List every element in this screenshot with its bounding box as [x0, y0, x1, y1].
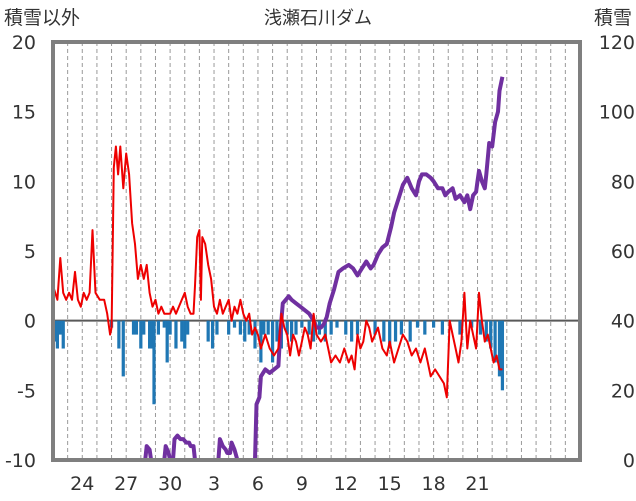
x-tick-label: 30: [158, 473, 182, 495]
precipitation-bar: [58, 320, 62, 335]
left-axis-title: 積雪以外: [4, 7, 80, 29]
right-tick-label: 0: [623, 450, 635, 472]
x-tick-label: 15: [378, 473, 402, 495]
precipitation-bar: [215, 320, 219, 335]
precipitation-bar: [180, 320, 184, 342]
precipitation-bar: [478, 320, 483, 335]
precipitation-bar: [117, 320, 121, 349]
precipitation-bar: [300, 320, 304, 328]
right-axis-ticks: 120 100 80 60 40 20 0: [599, 32, 635, 472]
left-tick-label: 10: [12, 171, 36, 193]
vertical-grid-lines: [67, 42, 566, 460]
precipitation-bar: [290, 320, 294, 342]
precipitation-bar: [323, 320, 327, 342]
right-axis-title: 積雪: [594, 7, 632, 29]
precipitation-bar: [350, 320, 354, 342]
precipitation-bar: [355, 320, 360, 335]
precipitation-bar: [55, 320, 60, 349]
temperature-line: [52, 145, 503, 399]
precipitation-bar: [275, 320, 279, 342]
precipitation-bar: [206, 320, 210, 342]
precipitation-bar: [335, 320, 339, 328]
x-tick-label: 3: [208, 473, 220, 495]
precipitation-bar: [311, 320, 316, 342]
snow-depth-line: [53, 76, 505, 462]
precipitation-bar: [243, 320, 247, 342]
left-tick-label: 20: [12, 32, 36, 54]
x-tick-label: 12: [334, 473, 358, 495]
precipitation-bar: [232, 320, 237, 328]
precipitation-bar: [266, 320, 270, 335]
precipitation-bars: [52, 320, 505, 405]
x-tick-label: 21: [465, 473, 489, 495]
precipitation-bar: [388, 320, 392, 349]
precipitation-bar: [329, 320, 333, 335]
right-tick-label: 20: [611, 380, 635, 402]
precipitation-bar: [186, 320, 190, 335]
precipitation-bar: [152, 320, 156, 405]
precipitation-bar: [227, 320, 231, 335]
precipitation-bar: [131, 320, 136, 335]
right-tick-label: 80: [611, 171, 635, 193]
precipitation-bar: [253, 320, 257, 349]
precipitation-bar: [183, 320, 187, 349]
precipitation-bar: [344, 320, 348, 335]
precipitation-bar: [139, 320, 143, 349]
precipitation-bar: [307, 320, 311, 335]
precipitation-bar: [210, 320, 215, 349]
precipitation-bar: [373, 320, 377, 335]
chart-title: 浅瀬石川ダム: [264, 8, 372, 29]
x-tick-label: 27: [114, 473, 138, 495]
precipitation-bar: [484, 320, 488, 342]
precipitation-bar: [262, 320, 266, 335]
precipitation-bar: [238, 320, 242, 335]
precipitation-bar: [493, 320, 497, 363]
precipitation-bar: [142, 320, 146, 335]
precipitation-bar: [489, 320, 493, 349]
left-tick-label: 0: [24, 311, 36, 333]
right-tick-label: 40: [611, 311, 635, 333]
x-tick-label: 24: [70, 473, 94, 495]
precipitation-bar: [423, 320, 427, 335]
precipitation-bar: [156, 320, 161, 335]
precipitation-bar: [500, 320, 505, 391]
precipitation-bar: [134, 320, 139, 335]
precipitation-bar: [270, 320, 275, 363]
precipitation-bar: [285, 320, 289, 335]
x-axis-ticks: 24 27 30 3 6 9 12 15 18 21: [70, 473, 489, 495]
precipitation-bar: [148, 320, 152, 349]
precipitation-bar: [162, 320, 166, 328]
precipitation-bar: [294, 320, 298, 335]
right-tick-label: 120: [599, 32, 635, 54]
precipitation-bar: [174, 320, 178, 349]
precipitation-bar: [432, 320, 436, 328]
precipitation-bar: [408, 320, 412, 342]
left-tick-label: 5: [24, 241, 36, 263]
precipitation-bar: [168, 320, 172, 335]
precipitation-bar: [382, 320, 386, 342]
x-tick-label: 6: [252, 473, 264, 495]
left-tick-label: 15: [12, 102, 36, 124]
precipitation-bar: [458, 320, 462, 335]
precipitation-bar: [259, 320, 263, 363]
precipitation-bar: [121, 320, 125, 377]
left-tick-label: -10: [5, 450, 36, 472]
plot-frame: [51, 40, 582, 462]
left-axis-ticks: 20 15 10 5 0 -5 -10: [5, 32, 36, 472]
precipitation-bar: [399, 320, 404, 335]
left-tick-label: -5: [17, 380, 36, 402]
precipitation-bar: [165, 320, 169, 363]
x-tick-label: 18: [422, 473, 446, 495]
right-tick-label: 60: [611, 241, 635, 263]
precipitation-bar: [393, 320, 398, 342]
right-tick-label: 100: [599, 102, 635, 124]
precipitation-bar: [247, 320, 251, 335]
precipitation-bar: [61, 320, 65, 349]
precipitation-bar: [415, 320, 420, 328]
x-tick-label: 9: [296, 473, 308, 495]
precipitation-bar: [497, 320, 502, 377]
precipitation-bar: [440, 320, 445, 335]
